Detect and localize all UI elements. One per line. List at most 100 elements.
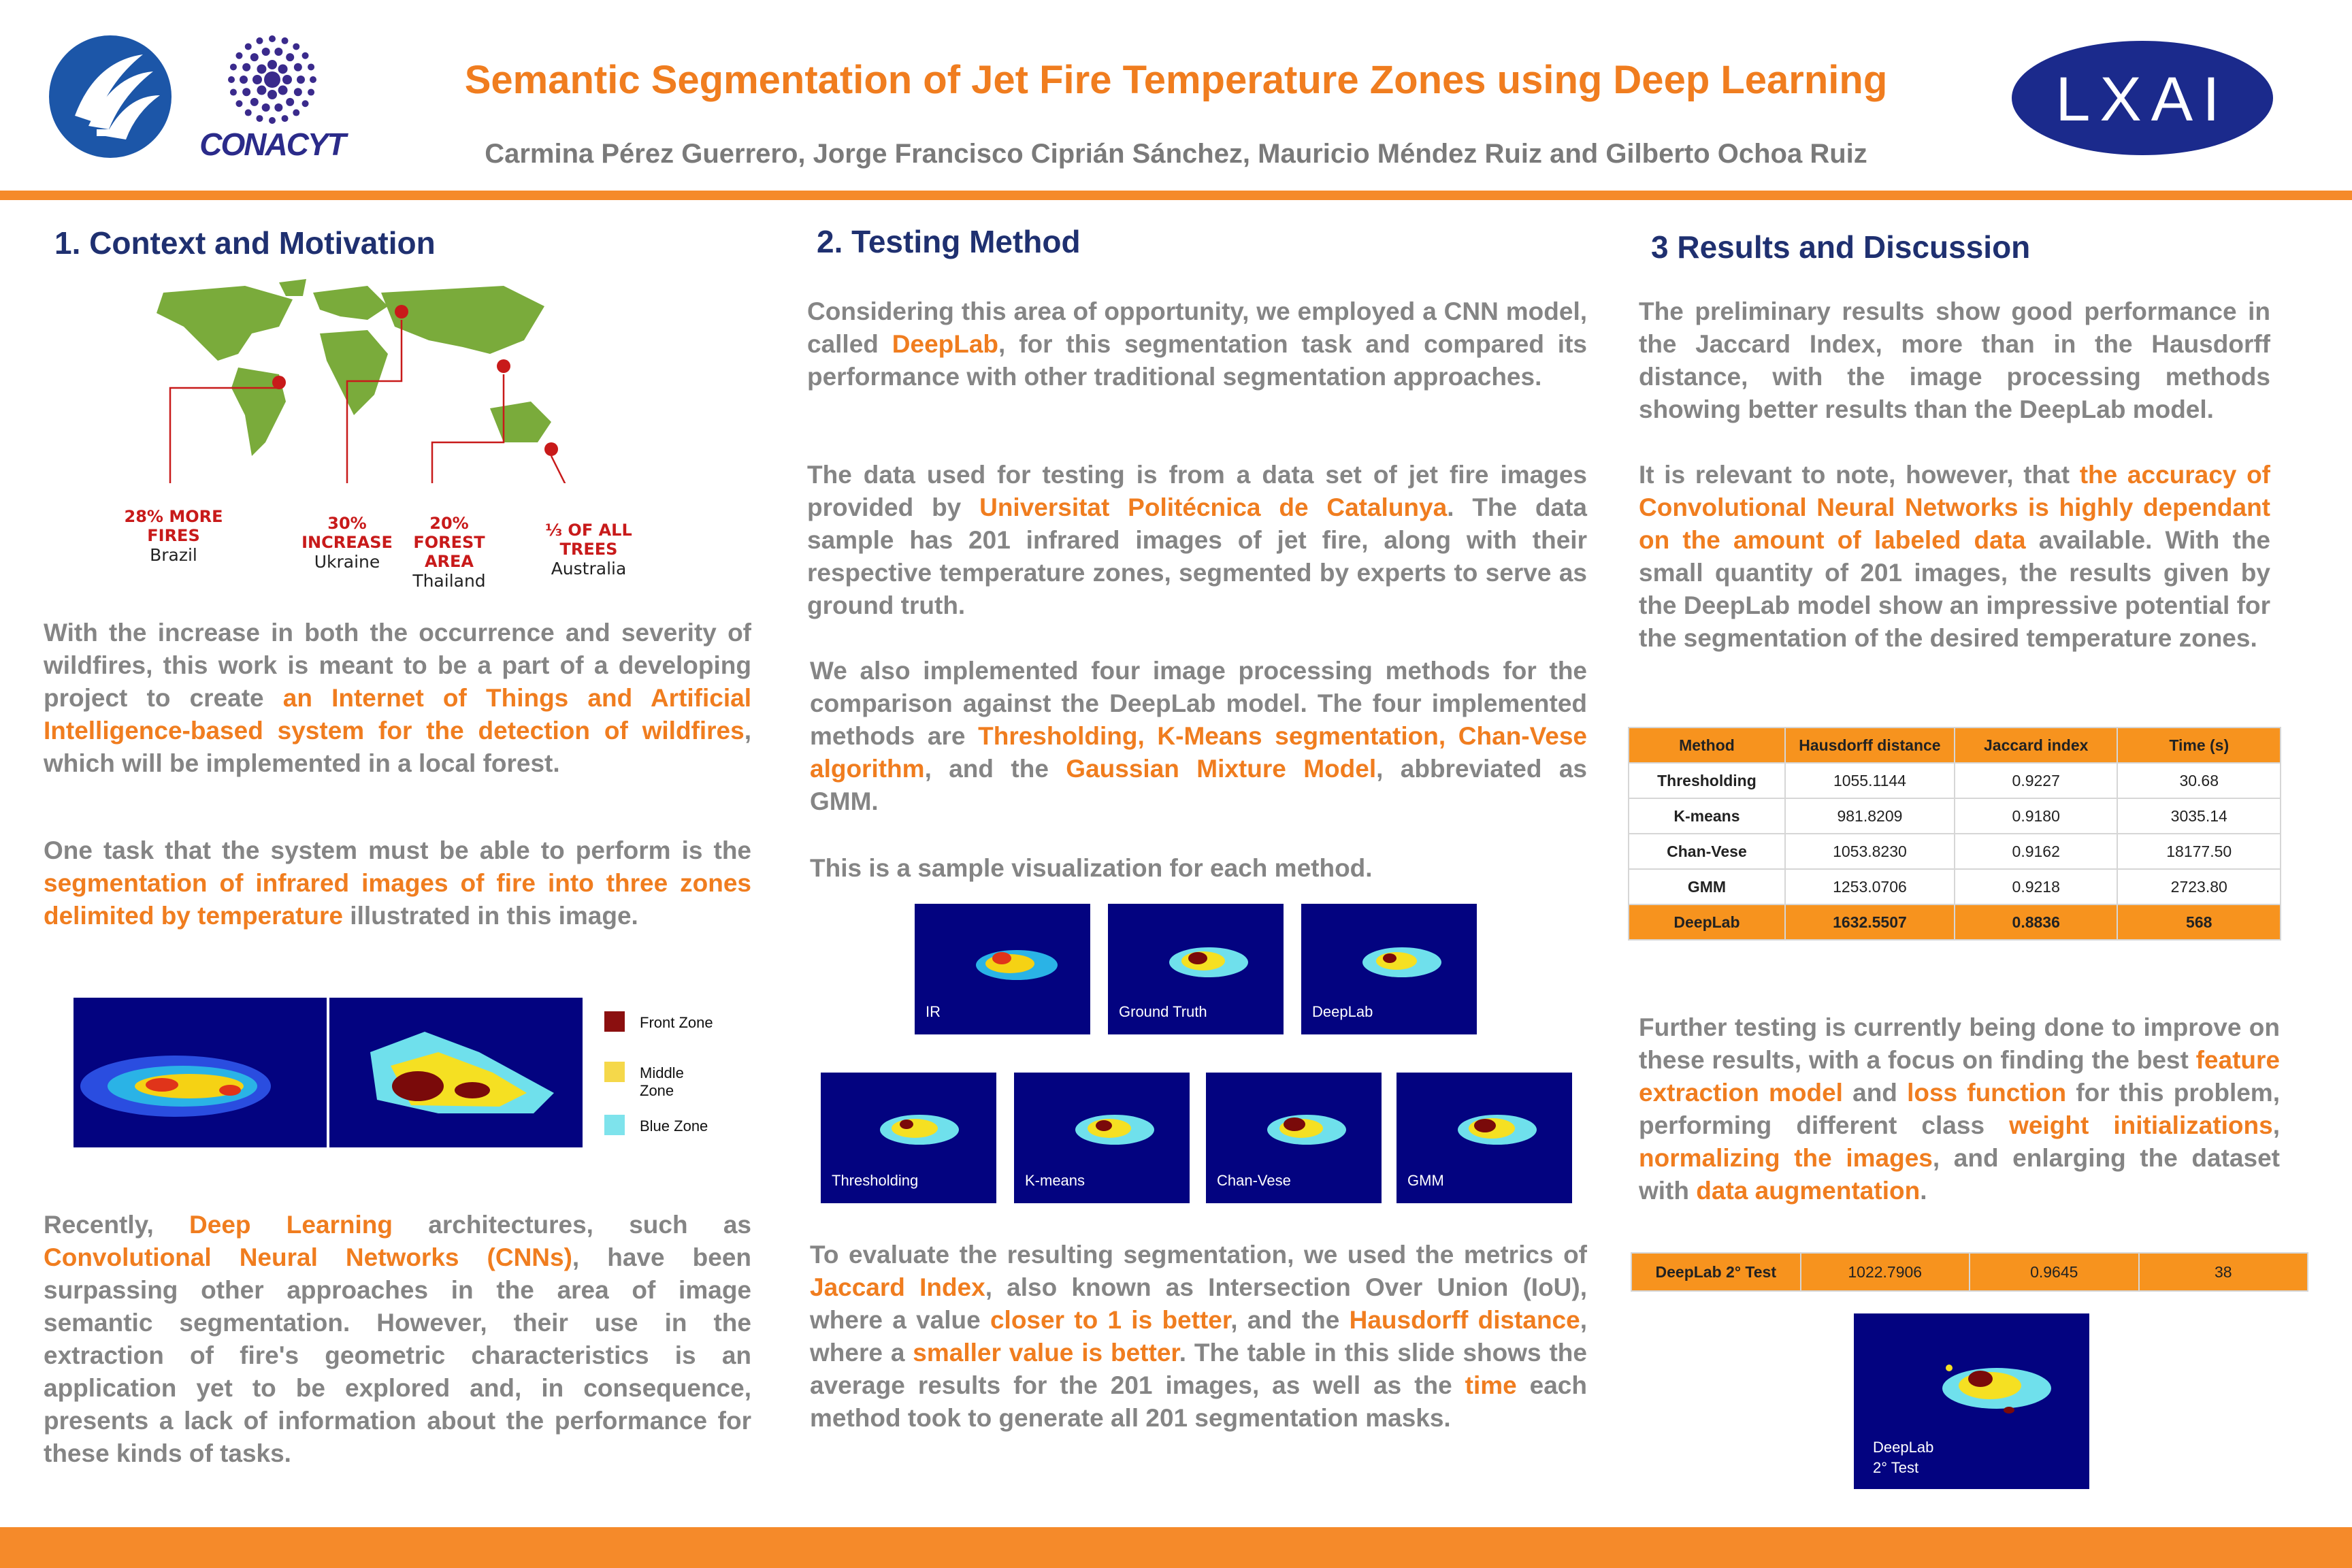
table-row-highlighted: DeepLab 2° Test 1022.7906 0.9645 38 — [1631, 1252, 2308, 1292]
table-cell: 568 — [2117, 904, 2281, 941]
conacyt-dot — [286, 97, 295, 106]
conacyt-dot — [308, 63, 315, 71]
column-header: Jaccard index — [1953, 727, 2119, 764]
conacyt-dot — [261, 48, 270, 56]
highlight-run: time — [1465, 1371, 1517, 1399]
conacyt-dot — [310, 76, 316, 83]
conacyt-dot — [229, 88, 237, 96]
section3-paragraph-1: The preliminary results show good perfor… — [1639, 297, 2270, 423]
text-run: . The data sample has 201 infrared image… — [807, 493, 1588, 619]
conacyt-wordmark: CONACYT — [199, 127, 346, 162]
table-row: GMM 1253.0706 0.9218 2723.80 — [1628, 868, 2281, 905]
table-row: Chan-Vese 1053.8230 0.9162 18177.50 — [1628, 833, 2281, 870]
conacyt-dot — [281, 37, 289, 44]
conacyt-dot — [242, 63, 251, 71]
thumb-deeplab-second-test: DeepLab 2° Test — [1854, 1313, 2089, 1489]
conacyt-dot — [264, 71, 280, 88]
conacyt-logo: CONACYT — [191, 31, 354, 167]
conacyt-dot — [256, 37, 263, 44]
text-run: . — [1920, 1177, 1927, 1205]
map-note-thailand: 20% FOREST AREA Thailand — [395, 514, 504, 591]
highlight-run: Hausdorff distance — [1349, 1306, 1580, 1334]
thumb-label: GMM — [1407, 1172, 1444, 1189]
legend-swatch-blue — [604, 1115, 625, 1135]
table-cell: K-means — [1628, 798, 1786, 834]
section2-paragraph-4: This is a sample visualization for each … — [810, 854, 1373, 882]
results-table: Method Hausdorff distance Jaccard index … — [1628, 727, 2281, 941]
highlight-run: an Internet of Things and Artificial Int… — [44, 684, 751, 745]
conacyt-dot — [269, 35, 276, 42]
thumb-label: IR — [926, 1003, 941, 1020]
thumb-label: Thresholding — [832, 1172, 919, 1189]
text-run: , which will be implemented in a local f… — [44, 717, 751, 777]
table-row-highlighted: DeepLab 1632.5507 0.8836 568 — [1628, 904, 2281, 941]
thumb-label: Chan-Vese — [1217, 1172, 1291, 1189]
highlight-run: Deep Learning — [189, 1211, 393, 1239]
conacyt-dot — [261, 103, 270, 112]
column-header: Method — [1628, 727, 1786, 764]
table-cell: 0.8836 — [1953, 904, 2119, 941]
legend-middle-zone: Middle Zone — [640, 1064, 684, 1099]
conacyt-dot — [252, 75, 262, 84]
thumb-label: DeepLab — [1312, 1003, 1373, 1020]
section3-paragraph-3: Further testing is currently being done … — [1639, 1011, 2280, 1207]
table-cell: 3035.14 — [2117, 798, 2281, 834]
conacyt-dot — [274, 103, 283, 112]
section2-heading: 2. Testing Method — [817, 224, 1081, 259]
table-cell: 1253.0706 — [1784, 868, 1955, 905]
highlight-run: feature extraction model — [1639, 1046, 2280, 1107]
conacyt-dot — [282, 75, 292, 84]
conacyt-dot — [293, 63, 302, 71]
conacyt-dot — [293, 88, 302, 97]
table-row: K-means 981.8209 0.9180 3035.14 — [1628, 798, 2281, 834]
highlight-run: Gaussian Mixture Model — [1066, 755, 1377, 783]
thumb-thresholding: Thresholding — [821, 1073, 996, 1203]
bottom-divider — [0, 1527, 2352, 1568]
table-cell: 981.8209 — [1784, 798, 1955, 834]
thumb-gmm: GMM — [1396, 1073, 1572, 1203]
conacyt-dot — [257, 85, 267, 95]
highlight-run: DeepLab — [892, 330, 999, 358]
logo-left-emblem — [48, 34, 173, 159]
highlight-run: normalizing the images — [1639, 1144, 1933, 1172]
table-cell: DeepLab 2° Test — [1631, 1252, 1801, 1292]
table-cell: 18177.50 — [2117, 833, 2281, 870]
conacyt-dot — [308, 88, 315, 96]
conacyt-dot — [250, 97, 259, 106]
map-note-australia: ⅓ OF ALL TREES Australia — [538, 521, 640, 578]
column-header: Time (s) — [2117, 727, 2281, 764]
conacyt-dot — [229, 63, 237, 71]
conacyt-dot — [301, 100, 309, 108]
section1-heading: 1. Context and Motivation — [54, 225, 436, 261]
text-run: It is relevant to note, however, that — [1639, 461, 2080, 489]
thumb-deeplab: DeepLab — [1301, 904, 1477, 1034]
section3-heading: 3 Results and Discussion — [1651, 229, 2031, 265]
text-run: The data used for testing is from a data… — [807, 461, 1587, 521]
text-run: , for this segmentation task and compare… — [807, 330, 1587, 391]
legend-swatch-middle — [604, 1062, 625, 1082]
conacyt-dot — [269, 117, 276, 124]
map-note-ukraine: 30% INCREASE Ukraine — [299, 514, 395, 572]
second-test-table: DeepLab 2° Test 1022.7906 0.9645 38 — [1631, 1252, 2308, 1292]
text-run: , also known as Intersection Over Union … — [810, 1273, 1588, 1334]
conacyt-dot — [235, 100, 243, 108]
conacyt-dot — [301, 52, 309, 59]
map-note-thailand-value: 20% FOREST AREA — [413, 514, 485, 571]
map-note-brazil-country: Brazil — [150, 545, 197, 565]
conacyt-dot — [240, 76, 248, 84]
conacyt-dot — [244, 43, 252, 50]
table-cell: Chan-Vese — [1628, 833, 1786, 870]
conacyt-dot — [242, 88, 251, 97]
text-run: With the increase in both the occurrence… — [44, 619, 751, 712]
thumb-chan-vese: Chan-Vese — [1206, 1073, 1382, 1203]
map-note-ukraine-value: 30% INCREASE — [301, 514, 393, 552]
table-cell: 1055.1144 — [1784, 762, 1955, 799]
map-note-brazil-value: 28% MORE FIRES — [124, 507, 223, 545]
highlight-run: Universitat Politécnica de Catalunya — [979, 493, 1448, 521]
section2-paragraph-1: Considering this area of opportunity, we… — [807, 295, 1587, 393]
text-run: We also implemented four image processin… — [810, 657, 1587, 750]
section2-paragraph-5: To evaluate the resulting segmentation, … — [810, 1239, 1587, 1435]
conacyt-dot — [274, 48, 283, 56]
text-run: , and the — [924, 755, 1066, 783]
table-cell: GMM — [1628, 868, 1786, 905]
